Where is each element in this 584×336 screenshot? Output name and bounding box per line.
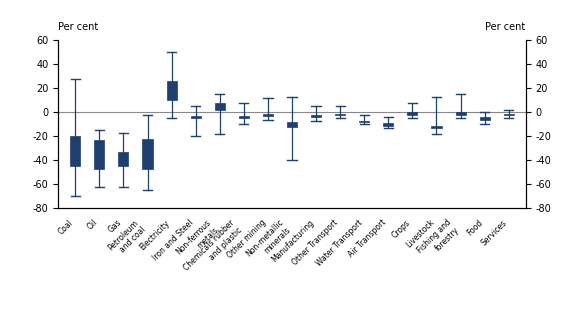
FancyBboxPatch shape — [335, 114, 345, 115]
FancyBboxPatch shape — [190, 116, 201, 118]
Text: Per cent: Per cent — [485, 22, 526, 32]
FancyBboxPatch shape — [287, 122, 297, 127]
FancyBboxPatch shape — [215, 103, 225, 110]
Text: Per cent: Per cent — [58, 22, 99, 32]
FancyBboxPatch shape — [70, 136, 81, 166]
FancyBboxPatch shape — [503, 114, 514, 115]
FancyBboxPatch shape — [239, 116, 249, 118]
FancyBboxPatch shape — [263, 114, 273, 116]
FancyBboxPatch shape — [359, 121, 369, 122]
FancyBboxPatch shape — [456, 112, 465, 115]
FancyBboxPatch shape — [432, 126, 442, 128]
FancyBboxPatch shape — [383, 123, 394, 126]
FancyBboxPatch shape — [479, 117, 490, 120]
FancyBboxPatch shape — [94, 140, 105, 169]
FancyBboxPatch shape — [408, 112, 418, 115]
FancyBboxPatch shape — [142, 139, 152, 169]
FancyBboxPatch shape — [311, 115, 321, 117]
FancyBboxPatch shape — [166, 81, 176, 100]
FancyBboxPatch shape — [119, 152, 128, 166]
